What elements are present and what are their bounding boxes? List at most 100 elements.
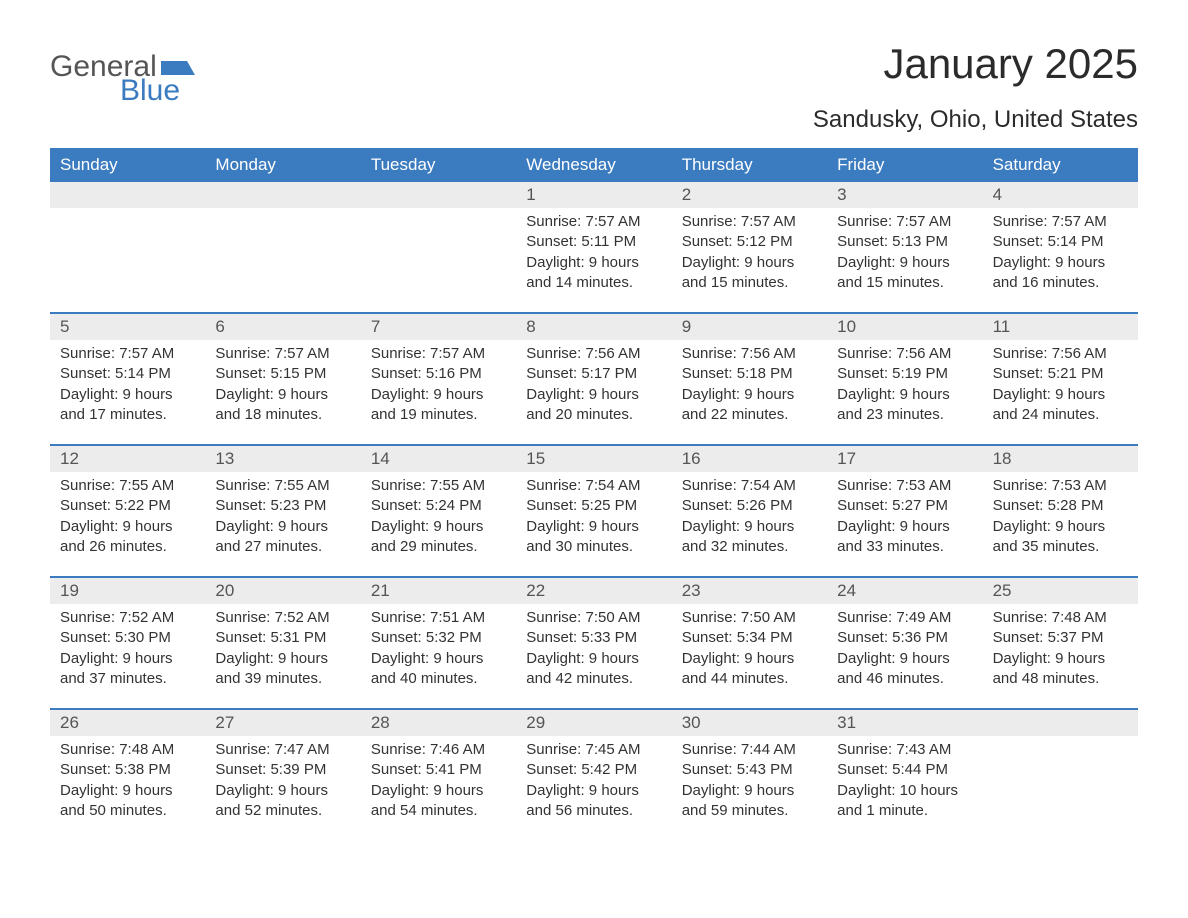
day-cell bbox=[361, 208, 516, 312]
daylight-text: Daylight: 9 hours and 29 minutes. bbox=[371, 517, 506, 558]
sunrise-text: Sunrise: 7:57 AM bbox=[993, 212, 1128, 232]
day-cell: Sunrise: 7:49 AMSunset: 5:36 PMDaylight:… bbox=[827, 604, 982, 708]
day-number: 8 bbox=[516, 314, 671, 340]
daynum-row: 567891011 bbox=[50, 314, 1138, 340]
sunrise-text: Sunrise: 7:57 AM bbox=[371, 344, 506, 364]
day-cell: Sunrise: 7:52 AMSunset: 5:30 PMDaylight:… bbox=[50, 604, 205, 708]
day-cell bbox=[205, 208, 360, 312]
day-cell: Sunrise: 7:55 AMSunset: 5:24 PMDaylight:… bbox=[361, 472, 516, 576]
day-header: Sunday bbox=[50, 148, 205, 182]
sunset-text: Sunset: 5:24 PM bbox=[371, 496, 506, 516]
day-number bbox=[50, 182, 205, 208]
sunset-text: Sunset: 5:43 PM bbox=[682, 760, 817, 780]
daylight-text: Daylight: 9 hours and 35 minutes. bbox=[993, 517, 1128, 558]
daynum-row: 19202122232425 bbox=[50, 578, 1138, 604]
daylight-text: Daylight: 10 hours and 1 minute. bbox=[837, 781, 972, 822]
sunrise-text: Sunrise: 7:51 AM bbox=[371, 608, 506, 628]
daybody-row: Sunrise: 7:57 AMSunset: 5:11 PMDaylight:… bbox=[50, 208, 1138, 312]
day-number: 10 bbox=[827, 314, 982, 340]
day-number: 17 bbox=[827, 446, 982, 472]
sunset-text: Sunset: 5:33 PM bbox=[526, 628, 661, 648]
sunset-text: Sunset: 5:13 PM bbox=[837, 232, 972, 252]
day-header: Tuesday bbox=[361, 148, 516, 182]
sunrise-text: Sunrise: 7:50 AM bbox=[526, 608, 661, 628]
sunset-text: Sunset: 5:16 PM bbox=[371, 364, 506, 384]
sunrise-text: Sunrise: 7:46 AM bbox=[371, 740, 506, 760]
day-number: 11 bbox=[983, 314, 1138, 340]
day-number: 1 bbox=[516, 182, 671, 208]
day-cell: Sunrise: 7:45 AMSunset: 5:42 PMDaylight:… bbox=[516, 736, 671, 840]
daybody-row: Sunrise: 7:57 AMSunset: 5:14 PMDaylight:… bbox=[50, 340, 1138, 444]
day-cell: Sunrise: 7:51 AMSunset: 5:32 PMDaylight:… bbox=[361, 604, 516, 708]
sunrise-text: Sunrise: 7:52 AM bbox=[215, 608, 350, 628]
day-number: 4 bbox=[983, 182, 1138, 208]
daylight-text: Daylight: 9 hours and 50 minutes. bbox=[60, 781, 195, 822]
day-number: 7 bbox=[361, 314, 516, 340]
sunrise-text: Sunrise: 7:50 AM bbox=[682, 608, 817, 628]
sunset-text: Sunset: 5:28 PM bbox=[993, 496, 1128, 516]
daylight-text: Daylight: 9 hours and 37 minutes. bbox=[60, 649, 195, 690]
logo-text-blue: Blue bbox=[120, 74, 195, 108]
sunrise-text: Sunrise: 7:55 AM bbox=[60, 476, 195, 496]
day-number bbox=[983, 710, 1138, 736]
daylight-text: Daylight: 9 hours and 16 minutes. bbox=[993, 253, 1128, 294]
daylight-text: Daylight: 9 hours and 30 minutes. bbox=[526, 517, 661, 558]
day-header: Saturday bbox=[983, 148, 1138, 182]
day-number: 15 bbox=[516, 446, 671, 472]
sunrise-text: Sunrise: 7:53 AM bbox=[993, 476, 1128, 496]
sunset-text: Sunset: 5:27 PM bbox=[837, 496, 972, 516]
sunset-text: Sunset: 5:39 PM bbox=[215, 760, 350, 780]
day-number: 6 bbox=[205, 314, 360, 340]
daylight-text: Daylight: 9 hours and 40 minutes. bbox=[371, 649, 506, 690]
day-cell: Sunrise: 7:55 AMSunset: 5:22 PMDaylight:… bbox=[50, 472, 205, 576]
week: 1234Sunrise: 7:57 AMSunset: 5:11 PMDayli… bbox=[50, 182, 1138, 312]
day-cell: Sunrise: 7:57 AMSunset: 5:14 PMDaylight:… bbox=[50, 340, 205, 444]
sunset-text: Sunset: 5:17 PM bbox=[526, 364, 661, 384]
daylight-text: Daylight: 9 hours and 52 minutes. bbox=[215, 781, 350, 822]
day-cell bbox=[983, 736, 1138, 840]
daylight-text: Daylight: 9 hours and 20 minutes. bbox=[526, 385, 661, 426]
day-cell: Sunrise: 7:57 AMSunset: 5:11 PMDaylight:… bbox=[516, 208, 671, 312]
day-number: 3 bbox=[827, 182, 982, 208]
sunset-text: Sunset: 5:31 PM bbox=[215, 628, 350, 648]
daylight-text: Daylight: 9 hours and 15 minutes. bbox=[682, 253, 817, 294]
sunrise-text: Sunrise: 7:56 AM bbox=[526, 344, 661, 364]
calendar: Sunday Monday Tuesday Wednesday Thursday… bbox=[50, 148, 1138, 840]
sunrise-text: Sunrise: 7:55 AM bbox=[215, 476, 350, 496]
day-cell: Sunrise: 7:56 AMSunset: 5:18 PMDaylight:… bbox=[672, 340, 827, 444]
daylight-text: Daylight: 9 hours and 39 minutes. bbox=[215, 649, 350, 690]
day-cell: Sunrise: 7:57 AMSunset: 5:15 PMDaylight:… bbox=[205, 340, 360, 444]
sunset-text: Sunset: 5:37 PM bbox=[993, 628, 1128, 648]
weeks-container: 1 23 4 Sunrise: 7:57 AMSunset: 5:11 PMDayli… bbox=[50, 182, 1138, 840]
daylight-text: Daylight: 9 hours and 17 minutes. bbox=[60, 385, 195, 426]
sunrise-text: Sunrise: 7:49 AM bbox=[837, 608, 972, 628]
sunset-text: Sunset: 5:23 PM bbox=[215, 496, 350, 516]
sunset-text: Sunset: 5:38 PM bbox=[60, 760, 195, 780]
day-number: 23 bbox=[672, 578, 827, 604]
sunset-text: Sunset: 5:42 PM bbox=[526, 760, 661, 780]
sunrise-text: Sunrise: 7:54 AM bbox=[526, 476, 661, 496]
day-cell: Sunrise: 7:56 AMSunset: 5:19 PMDaylight:… bbox=[827, 340, 982, 444]
daylight-text: Daylight: 9 hours and 23 minutes. bbox=[837, 385, 972, 426]
title-block: January 2025 Sandusky, Ohio, United Stat… bbox=[813, 40, 1138, 134]
sunrise-text: Sunrise: 7:54 AM bbox=[682, 476, 817, 496]
day-header-row: Sunday Monday Tuesday Wednesday Thursday… bbox=[50, 148, 1138, 182]
day-header: Thursday bbox=[672, 148, 827, 182]
day-cell: Sunrise: 7:56 AMSunset: 5:21 PMDaylight:… bbox=[983, 340, 1138, 444]
day-number: 24 bbox=[827, 578, 982, 604]
day-number: 14 bbox=[361, 446, 516, 472]
day-cell: Sunrise: 7:43 AMSunset: 5:44 PMDaylight:… bbox=[827, 736, 982, 840]
day-cell: Sunrise: 7:46 AMSunset: 5:41 PMDaylight:… bbox=[361, 736, 516, 840]
day-cell: Sunrise: 7:52 AMSunset: 5:31 PMDaylight:… bbox=[205, 604, 360, 708]
daylight-text: Daylight: 9 hours and 26 minutes. bbox=[60, 517, 195, 558]
day-number: 25 bbox=[983, 578, 1138, 604]
sunset-text: Sunset: 5:25 PM bbox=[526, 496, 661, 516]
month-title: January 2025 bbox=[813, 40, 1138, 88]
day-number: 18 bbox=[983, 446, 1138, 472]
day-number: 16 bbox=[672, 446, 827, 472]
daybody-row: Sunrise: 7:52 AMSunset: 5:30 PMDaylight:… bbox=[50, 604, 1138, 708]
logo: General Blue bbox=[50, 50, 195, 108]
sunset-text: Sunset: 5:18 PM bbox=[682, 364, 817, 384]
day-cell: Sunrise: 7:47 AMSunset: 5:39 PMDaylight:… bbox=[205, 736, 360, 840]
day-number bbox=[205, 182, 360, 208]
